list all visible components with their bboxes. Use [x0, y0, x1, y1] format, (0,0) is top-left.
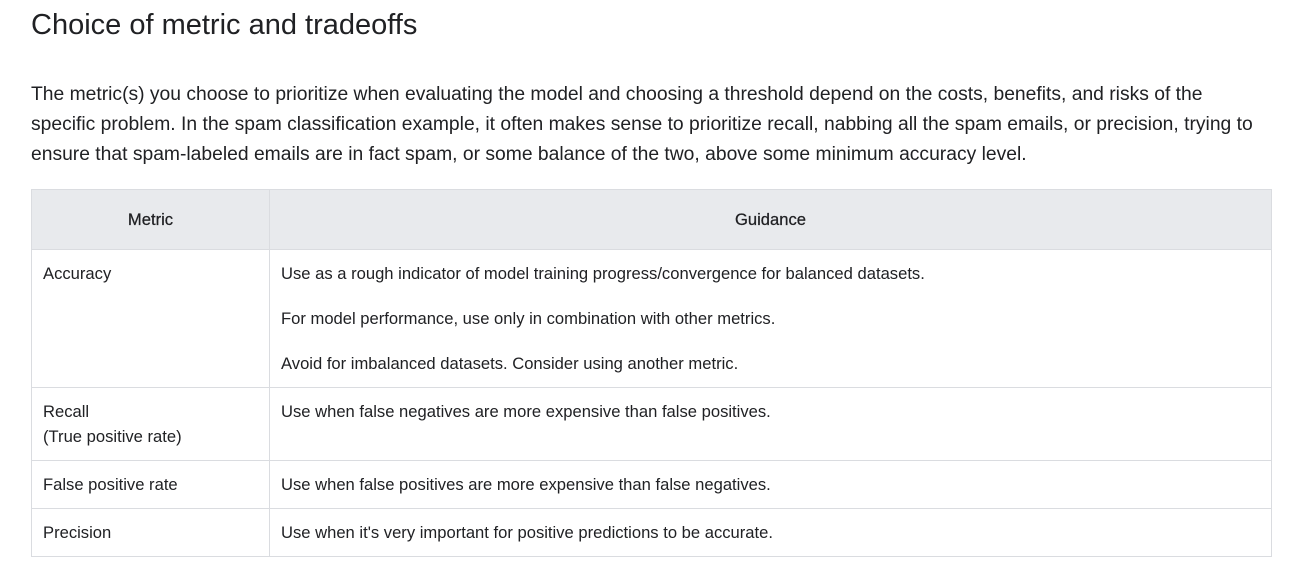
metric-cell: Precision: [31, 508, 270, 557]
section-heading: Choice of metric and tradeoffs: [31, 9, 418, 41]
guidance-text: For model performance, use only in combi…: [281, 309, 776, 328]
guidance-text: Use when false negatives are more expens…: [281, 402, 771, 421]
guidance-text: Use as a rough indicator of model traini…: [281, 264, 925, 283]
guidance-cell: Use as a rough indicator of model traini…: [269, 249, 1272, 388]
guidance-text: Use when false positives are more expens…: [281, 475, 771, 494]
metric-name: False positive rate: [43, 475, 178, 494]
metric-cell: Accuracy: [31, 249, 270, 388]
guidance-cell: Use when false negatives are more expens…: [269, 387, 1272, 461]
metric-name: Accuracy: [43, 264, 112, 283]
guidance-text: Use when it's very important for positiv…: [281, 523, 773, 542]
metric-guidance-table: Metric Guidance Accuracy Use as a rough …: [31, 189, 1272, 557]
table-row: False positive rate Use when false posit…: [31, 460, 1272, 509]
table-header-row: Metric Guidance: [31, 189, 1272, 250]
table-row: Recall (True positive rate) Use when fal…: [31, 387, 1272, 461]
guidance-text: Avoid for imbalanced datasets. Consider …: [281, 354, 739, 373]
metric-name: Recall: [43, 402, 90, 421]
metric-alias: (True positive rate): [43, 427, 182, 446]
metric-name: Precision: [43, 523, 112, 542]
guidance-cell: Use when it's very important for positiv…: [269, 508, 1272, 557]
column-header-metric: Metric: [31, 189, 270, 250]
metric-cell: Recall (True positive rate): [31, 387, 270, 461]
guidance-cell: Use when false positives are more expens…: [269, 460, 1272, 509]
column-header-guidance: Guidance: [269, 189, 1272, 250]
table-row: Precision Use when it's very important f…: [31, 508, 1272, 557]
metric-cell: False positive rate: [31, 460, 270, 509]
intro-paragraph: The metric(s) you choose to prioritize w…: [31, 84, 1253, 165]
article-section: Choice of metric and tradeoffs The metri…: [31, 9, 1272, 557]
table-row: Accuracy Use as a rough indicator of mod…: [31, 249, 1272, 388]
